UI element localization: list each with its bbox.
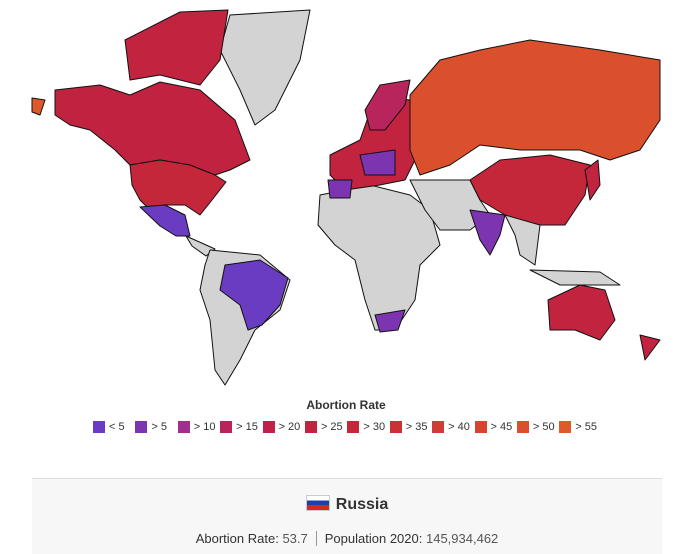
- country-heading: Russia: [32, 495, 662, 514]
- legend-label: < 5: [109, 421, 125, 433]
- legend-swatch: [304, 421, 317, 433]
- legend-swatch: [559, 421, 572, 433]
- legend-label: > 25: [320, 421, 343, 433]
- legend-swatch: [135, 421, 148, 433]
- flag: [305, 495, 330, 511]
- legend-label: > 5: [151, 421, 167, 433]
- legend-item[interactable]: < 5: [93, 421, 135, 433]
- legend-swatch: [262, 421, 275, 433]
- brazil[interactable]: [219, 259, 289, 331]
- info-panel: Russia Abortion Rate: 53.7 Population 202…: [32, 478, 662, 554]
- china[interactable]: [469, 154, 591, 226]
- indonesia[interactable]: [529, 269, 621, 286]
- alaska-tip[interactable]: [31, 97, 46, 116]
- legend-item[interactable]: > 25: [304, 421, 347, 433]
- legend-item[interactable]: > 55: [559, 421, 601, 433]
- legend-item[interactable]: > 10: [177, 421, 220, 433]
- legend-swatch: [516, 421, 529, 433]
- legend: < 5 > 5 > 10 > 15 > 20 > 25 > 30 > 35 > 40 > 45 > …: [93, 421, 602, 433]
- usa[interactable]: [129, 159, 227, 216]
- africa[interactable]: [317, 184, 441, 331]
- legend-item[interactable]: > 5: [135, 421, 177, 433]
- legend-label: > 55: [575, 421, 598, 433]
- mexico[interactable]: [139, 204, 191, 237]
- legend-item[interactable]: > 40: [432, 421, 474, 433]
- legend-item[interactable]: > 15: [220, 421, 262, 433]
- stats: Abortion Rate: 53.7 Population 2020: 145,…: [32, 531, 662, 546]
- legend-label: > 45: [490, 421, 513, 433]
- greenland[interactable]: [219, 9, 311, 126]
- stat-value: 145,934,462: [425, 531, 499, 546]
- legend-item[interactable]: > 30: [347, 421, 389, 433]
- legend-swatch: [347, 421, 360, 433]
- legend-swatch: [220, 421, 233, 433]
- central-europe[interactable]: [359, 149, 396, 176]
- india[interactable]: [469, 209, 506, 256]
- legend-swatch: [177, 421, 190, 433]
- russia[interactable]: [409, 39, 661, 176]
- legend-label: > 40: [448, 421, 470, 433]
- legend-label: > 35: [405, 421, 428, 433]
- central-america[interactable]: [185, 235, 216, 257]
- stat-value: 53.7: [282, 531, 308, 546]
- new-zealand[interactable]: [639, 334, 661, 361]
- legend-label: > 15: [236, 421, 258, 433]
- japan[interactable]: [584, 159, 601, 201]
- stat: Abortion Rate: 53.7: [188, 531, 316, 546]
- southeast-asia[interactable]: [504, 214, 541, 266]
- legend-swatch: [389, 421, 402, 433]
- world-map: [31, 9, 661, 386]
- legend-label: > 20: [278, 421, 301, 433]
- legend-item[interactable]: > 35: [389, 421, 432, 433]
- australia[interactable]: [547, 284, 616, 341]
- legend-item[interactable]: > 20: [262, 421, 305, 433]
- legend-swatch: [474, 421, 487, 433]
- stat-label: Abortion Rate:: [195, 531, 279, 546]
- countries: [31, 9, 661, 386]
- legend-item[interactable]: > 45: [474, 421, 517, 433]
- legend-label: > 30: [363, 421, 386, 433]
- legend-item[interactable]: > 50: [516, 421, 559, 433]
- stat: Population 2020: 145,934,462: [315, 531, 507, 546]
- legend-swatch: [93, 421, 105, 433]
- legend-label: > 10: [193, 421, 216, 433]
- country-name: Russia: [335, 496, 389, 513]
- arctic-islands[interactable]: [124, 9, 229, 86]
- stat-label: Population 2020:: [324, 531, 423, 546]
- iberia[interactable]: [327, 179, 353, 199]
- legend-label: > 50: [532, 421, 555, 433]
- legend-title: Abortion Rate: [306, 398, 386, 412]
- scandinavia[interactable]: [364, 79, 411, 131]
- legend-swatch: [432, 421, 445, 433]
- south-africa[interactable]: [374, 309, 406, 333]
